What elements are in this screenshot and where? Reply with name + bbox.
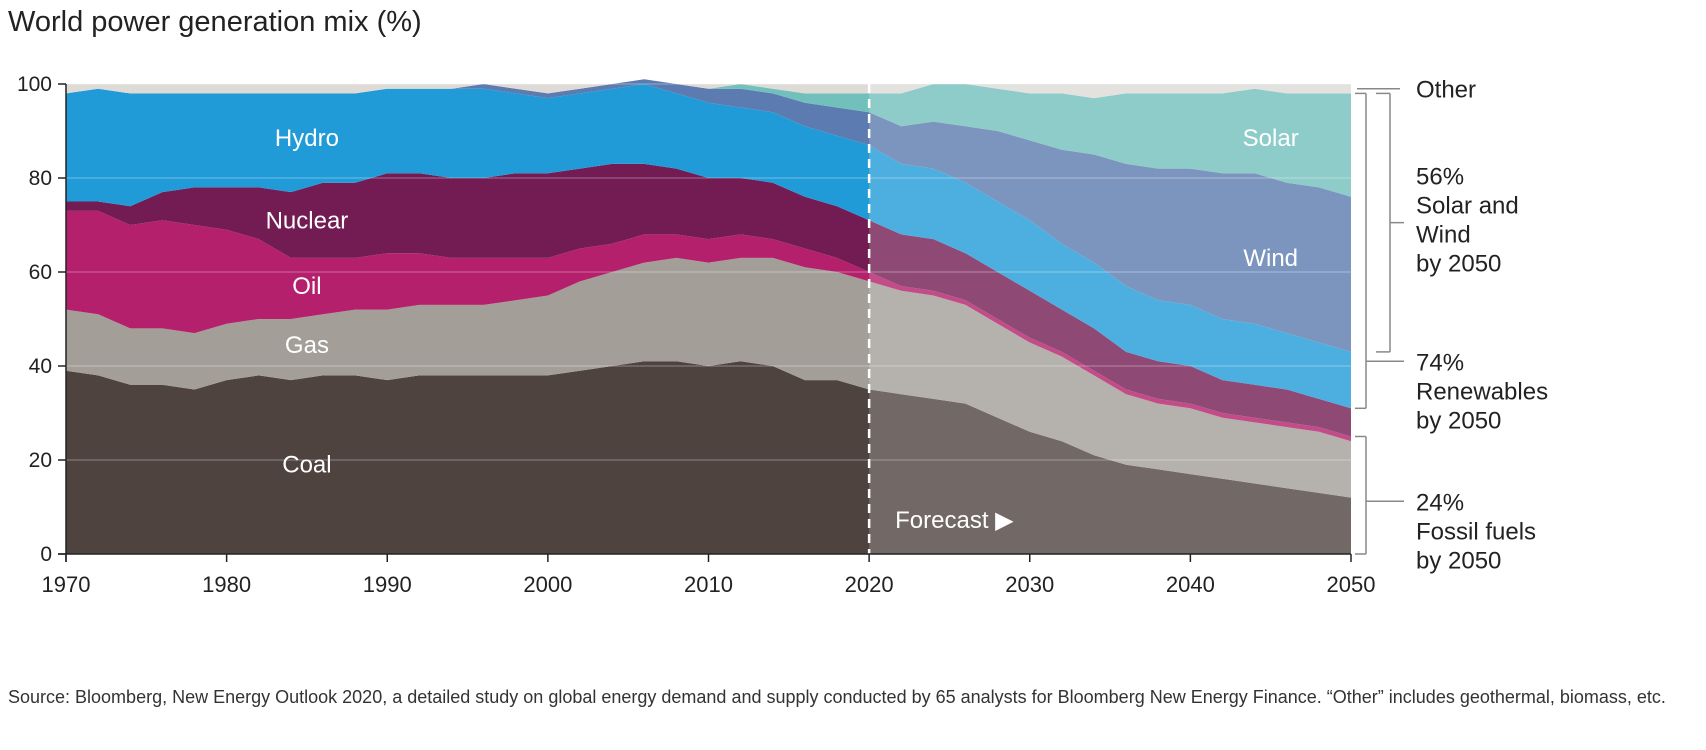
area-solar [66, 79, 1351, 197]
y-tick-label-60: 60 [29, 261, 52, 284]
annotation-fossil-fuels: 24% Fossil fuels by 2050 [1416, 489, 1536, 574]
annotation-other: Other [1416, 77, 1476, 104]
y-tick-label-20: 20 [29, 449, 52, 472]
y-tick-label-100: 100 [17, 73, 52, 96]
annotation-renewables: 74% Renewables by 2050 [1416, 349, 1548, 434]
area-hydro [66, 84, 1351, 409]
x-tick-label-2030: 2030 [1005, 572, 1054, 597]
y-tick-label-0: 0 [40, 543, 52, 566]
x-tick-label-2050: 2050 [1327, 572, 1376, 597]
area-nuclear [66, 163, 1351, 437]
x-tick-label-2020: 2020 [845, 572, 894, 597]
forecast-label: Forecast ▶ [895, 507, 1014, 534]
series-label-nuclear: Nuclear [266, 207, 349, 234]
x-tick-label-2000: 2000 [523, 572, 572, 597]
series-label-oil: Oil [292, 273, 321, 300]
gridlines [66, 83, 1351, 461]
x-tick-label-1980: 1980 [202, 572, 251, 597]
annotations: Other 56% Solar and Wind by 2050 74% Renewable… [1355, 77, 1548, 574]
area-oil [66, 210, 1351, 442]
area-gas [66, 257, 1351, 498]
series-label-solar: Solar [1243, 125, 1299, 152]
y-tick-label-80: 80 [29, 167, 52, 190]
forecast-overlay: Forecast ▶ [867, 84, 1351, 554]
x-tick-label-1970: 1970 [42, 572, 91, 597]
area-other [66, 79, 1351, 99]
series-label-hydro: Hydro [275, 125, 339, 152]
area-coal [66, 361, 1351, 554]
stacked-areas [66, 79, 1351, 554]
series-label-coal: Coal [282, 452, 331, 479]
area-wind [66, 79, 1351, 352]
annotation-solar-wind: 56% Solar and Wind by 2050 [1416, 164, 1519, 278]
source-note: Source: Bloomberg, New Energy Outlook 20… [8, 687, 1666, 707]
series-label-gas: Gas [285, 332, 329, 359]
x-tick-label-2040: 2040 [1166, 572, 1215, 597]
x-tick-label-1990: 1990 [363, 572, 412, 597]
series-label-wind: Wind [1243, 245, 1298, 272]
chart-title: World power generation mix (%) [8, 6, 422, 38]
series-labels: Coal Gas Oil Nuclear Hydro Wind Solar [266, 125, 1299, 479]
power-mix-chart: Forecast ▶ Coal Gas Oil Nuclear Hydro Wind Sol… [17, 73, 1548, 597]
x-tick-label-2010: 2010 [684, 572, 733, 597]
forecast-shade [869, 84, 1351, 554]
y-tick-label-40: 40 [29, 355, 52, 378]
